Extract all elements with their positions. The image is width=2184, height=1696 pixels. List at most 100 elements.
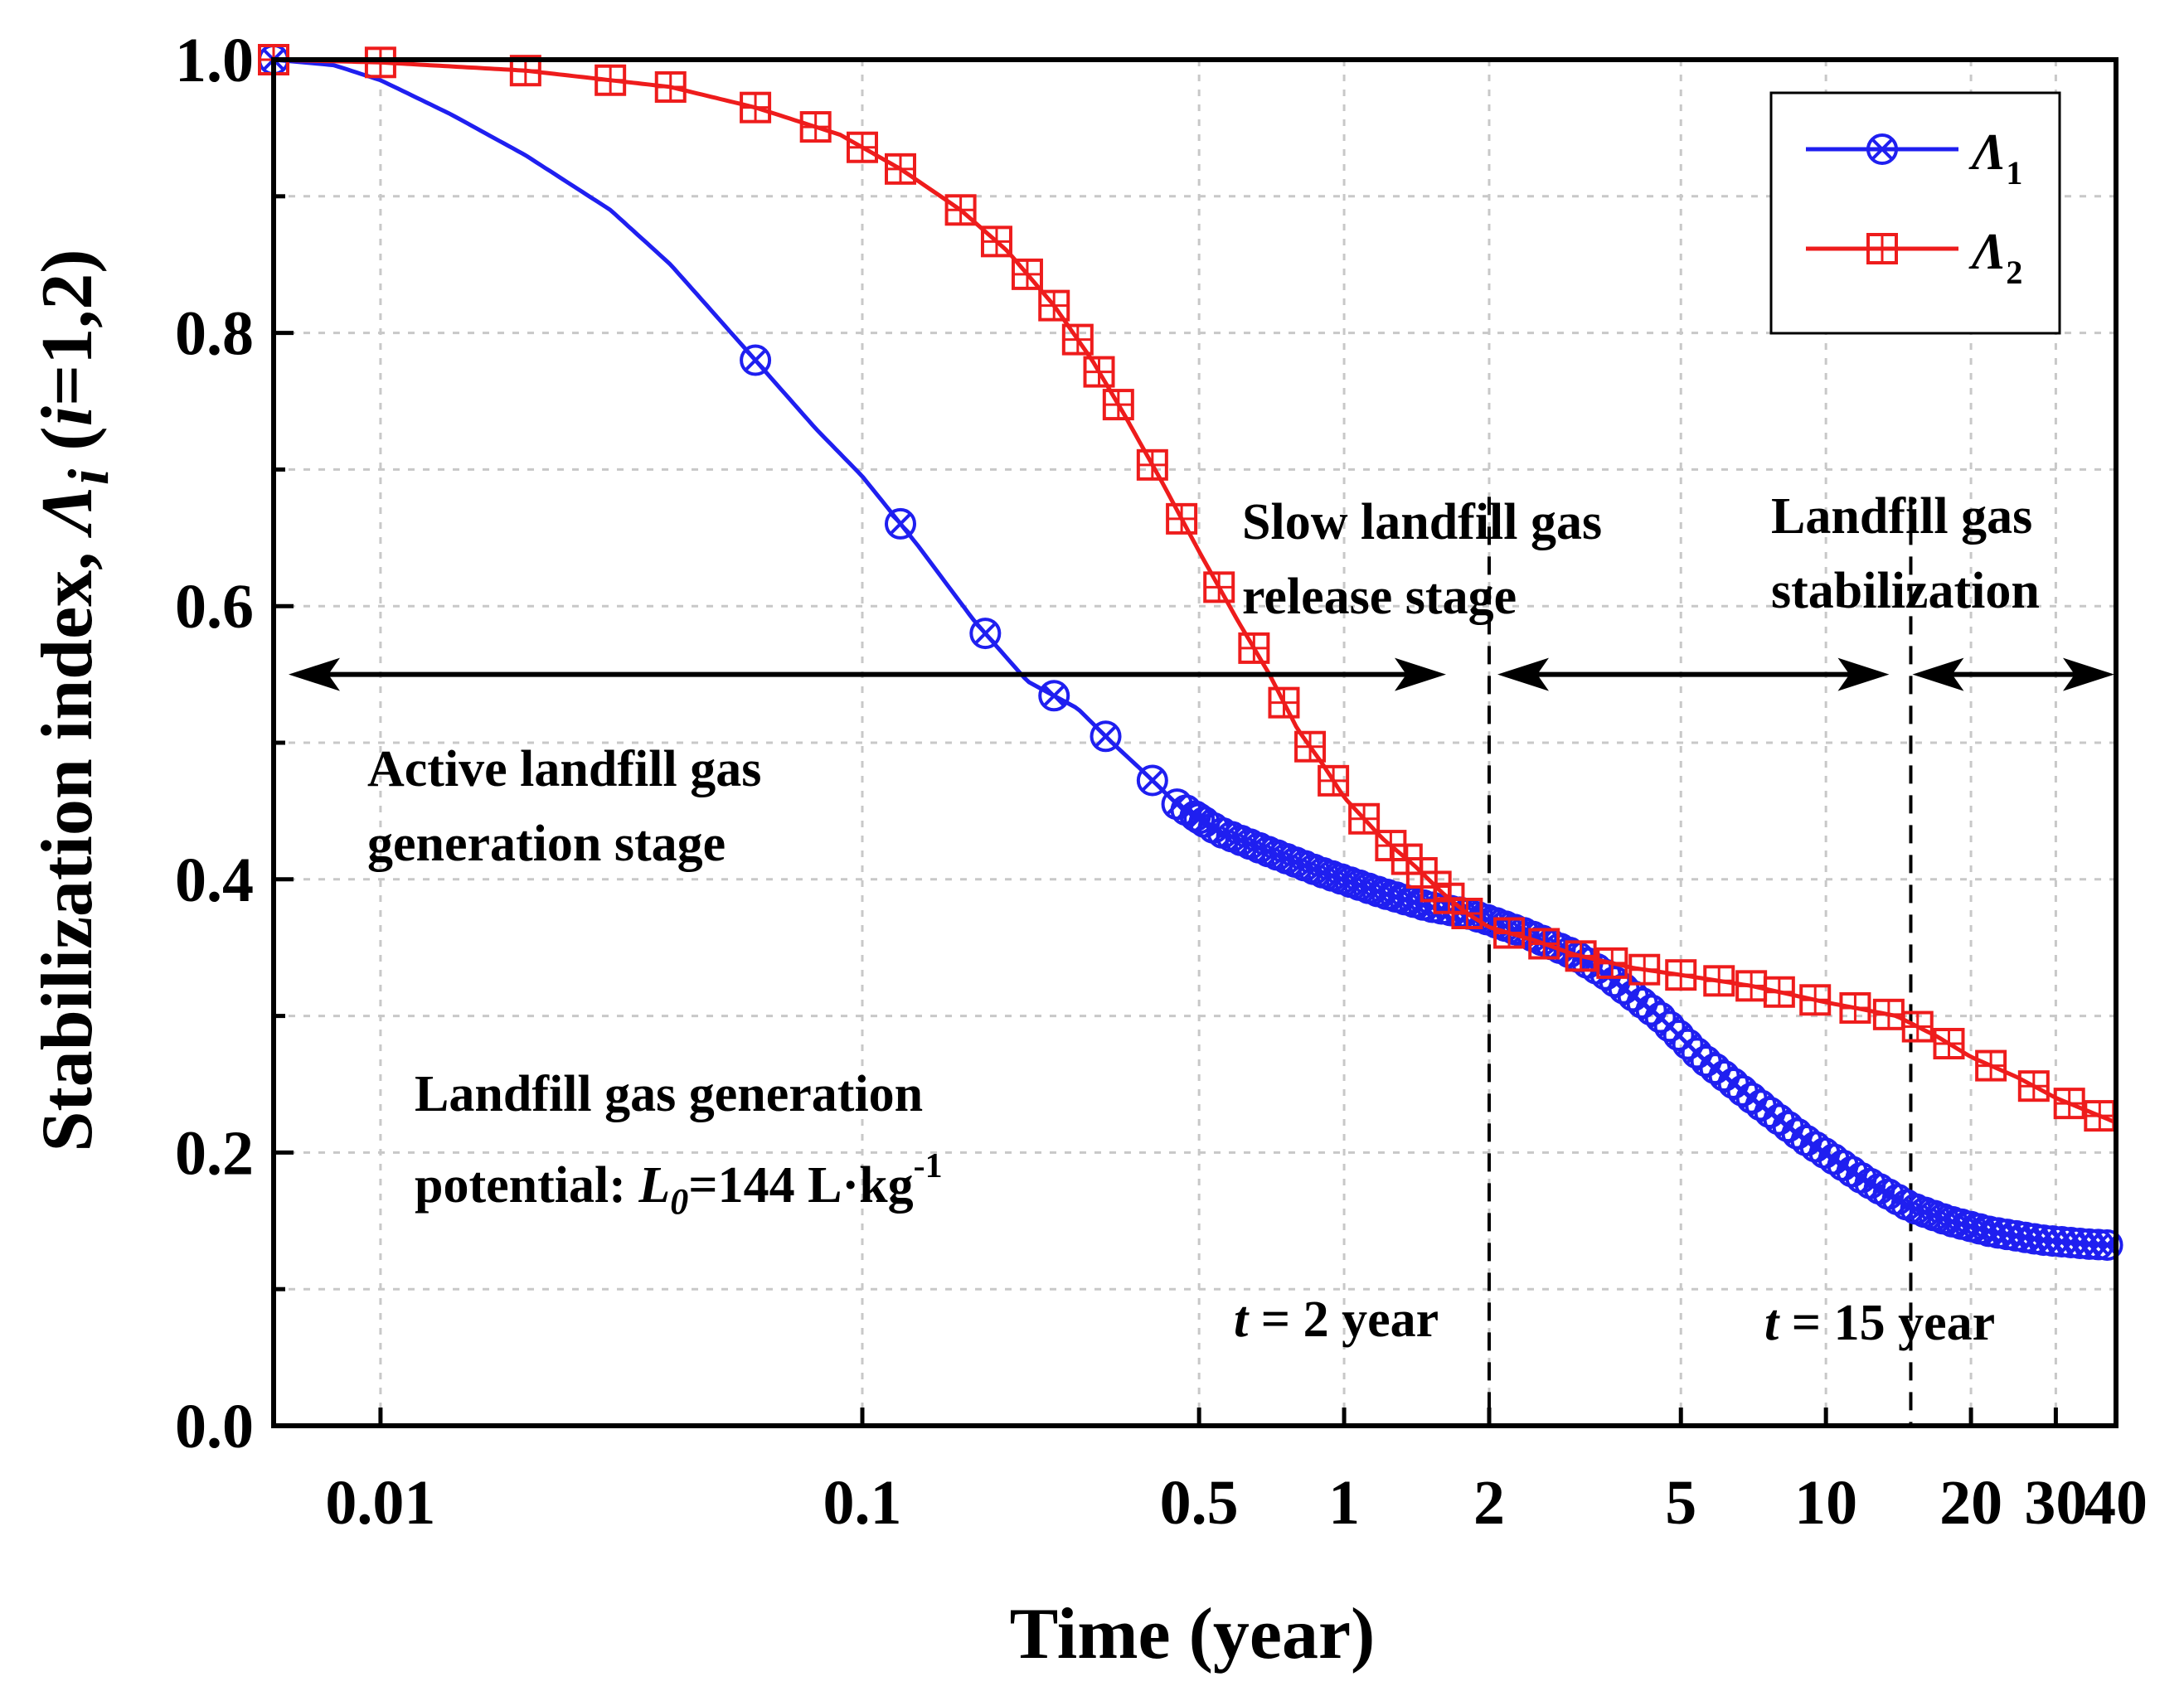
data-point: [1596, 947, 1628, 979]
marker-cross: [1530, 928, 1554, 952]
x-tick-label: 30: [2024, 1468, 2087, 1538]
x-tick-label: 20: [1939, 1468, 2002, 1538]
marker-cross: [1922, 1204, 1946, 1228]
marker-circle: [1644, 1001, 1677, 1034]
x-tick-label: 0.5: [1160, 1468, 1239, 1538]
legend-label: Λ2: [1968, 224, 2022, 291]
marker-circle: [1866, 133, 1898, 165]
marker-cross: [1247, 836, 1271, 860]
marker-cross: [1867, 1177, 1891, 1200]
marker-circle: [1635, 994, 1667, 1026]
marker-cross: [1293, 854, 1317, 878]
marker-cross: [1347, 874, 1371, 897]
marker-cross: [1220, 825, 1244, 849]
data-point: [2017, 1070, 2050, 1102]
marker-cross: [1886, 1188, 1910, 1211]
marker-cross: [1211, 821, 1235, 845]
marker-cross: [1876, 1182, 1900, 1206]
data-point: [1451, 898, 1483, 929]
data-point: [1203, 571, 1235, 603]
potential-line1: Landfill gas generation: [415, 1066, 923, 1122]
marker-circle: [1653, 1010, 1686, 1043]
y-tick-label: 0.6: [175, 572, 254, 642]
marker-cross: [1238, 832, 1262, 855]
data-point: [1011, 258, 1043, 290]
stage-boundaries: [1487, 497, 1913, 1426]
y-tick-label: 0.4: [175, 846, 254, 915]
data-point: [1294, 730, 1327, 763]
marker-circle: [1136, 764, 1168, 797]
stage2-arrow: [1497, 657, 1890, 691]
data-point: [944, 194, 977, 226]
data-point: [969, 618, 1002, 650]
marker-cross: [1958, 1214, 1983, 1238]
series-layer: [258, 44, 2123, 1261]
x-tick-label: 0.1: [823, 1468, 901, 1538]
marker-circle: [1681, 1037, 1713, 1069]
data-point: [1038, 680, 1070, 712]
marker-cross: [1141, 768, 1164, 792]
y-tick-label: 0.8: [175, 299, 254, 369]
data-point: [846, 131, 878, 163]
marker-cross: [1311, 861, 1335, 884]
data-point: [2053, 1088, 2085, 1120]
marker-cross: [1895, 1193, 1919, 1217]
arrow-head-left: [1912, 657, 1964, 691]
marker-circle: [1672, 1028, 1704, 1060]
data-point: [1038, 289, 1070, 322]
data-point: [2084, 1100, 2116, 1132]
x-tick-label: 2: [1473, 1468, 1505, 1538]
marker-cross: [1229, 829, 1253, 852]
data-point: [980, 225, 1012, 258]
stage1-label-line1: Active landfill gas: [367, 741, 761, 797]
data-point: [1763, 976, 1795, 1008]
data-point: [1166, 502, 1198, 535]
arrow-head-right: [2063, 657, 2114, 691]
data-point: [1083, 356, 1115, 388]
legend-entry-2: Λ2: [1806, 224, 2022, 291]
legend-marker: [1866, 233, 1898, 264]
marker-cross: [1940, 1210, 1964, 1233]
marker-cross: [1904, 1197, 1928, 1221]
legend-box: [1769, 91, 2061, 335]
marker-circle: [2082, 1228, 2114, 1261]
y-axis-title: Stabilization index, Λi (i=1,2): [27, 249, 121, 1151]
stage1-label-line2: generation stage: [367, 816, 726, 872]
marker-circle: [1662, 1019, 1695, 1051]
marker-cross: [1466, 905, 1490, 928]
stage3-label-line2: stabilization: [1771, 563, 2040, 619]
t15-label: t = 15 year: [1764, 1295, 1995, 1351]
x-tick-label: 5: [1665, 1468, 1696, 1538]
data-point: [1238, 632, 1270, 664]
arrow-head-left: [289, 657, 340, 691]
stage-arrows: [289, 657, 2114, 691]
marker-circle: [1090, 720, 1122, 753]
marker-circle: [2091, 1228, 2123, 1261]
arrow-head-right: [1394, 657, 1446, 691]
data-point: [885, 507, 917, 540]
marker-circle: [885, 507, 917, 540]
stage3-label-line1: Landfill gas: [1771, 488, 2032, 545]
marker-cross: [1284, 850, 1308, 874]
marker-cross: [889, 512, 912, 535]
data-point: [364, 46, 396, 79]
data-point: [1799, 984, 1832, 1016]
marker-cross: [1968, 1217, 1992, 1241]
marker-cross: [1858, 1172, 1882, 1195]
x-tick-label: 40: [2085, 1468, 2148, 1538]
stage2-label-line1: Slow landfill gas: [1242, 494, 1602, 550]
marker-cross: [1201, 817, 1225, 840]
marker-cross: [1871, 138, 1894, 161]
marker-cross: [1094, 724, 1118, 748]
data-point: [1975, 1049, 2007, 1082]
marker-cross: [1256, 840, 1280, 863]
data-point: [799, 111, 832, 143]
data-point: [595, 64, 627, 96]
legend-label: Λ1: [1968, 124, 2022, 191]
marker-cross: [1042, 684, 1065, 707]
y-tick-label: 0.0: [175, 1392, 254, 1461]
arrow-head-right: [1837, 657, 1890, 691]
